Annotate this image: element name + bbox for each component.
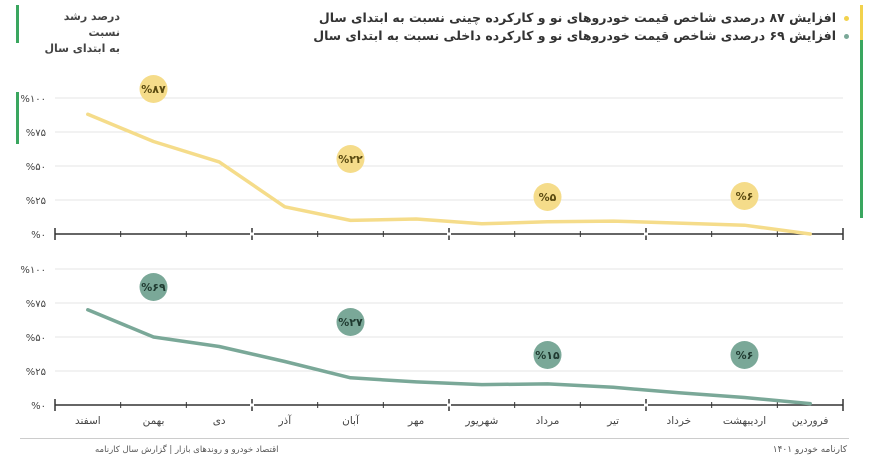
season-gap — [250, 232, 254, 236]
x-tick-label: اسفند — [75, 415, 101, 427]
x-tick-label: آبان — [342, 414, 360, 427]
quarter-badge-label: %۱۵ — [535, 349, 560, 362]
season-gap — [250, 403, 254, 407]
quarter-badge — [139, 273, 168, 301]
y-tick-label: %۷۵ — [26, 299, 46, 310]
footer-brand: کارنامه خودرو ۱۴۰۱ — [772, 445, 847, 455]
y-tick-label: %۵۰ — [26, 162, 46, 173]
x-tick-label: شهریور — [464, 415, 498, 427]
y-axis-legend: درصد رشد نسبت به ابتدای سال — [40, 9, 120, 57]
quarter-badge-label: %۶ — [736, 190, 754, 203]
x-tick-label: آذر — [277, 414, 292, 427]
footer-divider — [20, 438, 849, 439]
y-tick-label: %۷۵ — [26, 128, 46, 139]
right-accent-bar-yellow — [860, 5, 863, 43]
series-line — [86, 112, 812, 236]
legend-item-chinese: افزایش ۸۷ درصدی شاخص قیمت خودروهای نو و … — [313, 9, 849, 27]
series-line — [86, 308, 812, 406]
season-gap — [447, 232, 451, 236]
x-tick-label: فروردین — [792, 415, 829, 427]
season-gap — [644, 232, 648, 236]
left-accent-bar — [16, 5, 19, 43]
y-axis-legend-line2: به ابتدای سال — [44, 42, 120, 55]
x-tick-label: اردیبهشت — [723, 415, 766, 427]
quarter-badge-label: %۶ — [736, 349, 754, 362]
y-tick-label: %۲۵ — [26, 196, 46, 207]
quarter-badge — [533, 341, 562, 369]
x-tick-label: مهر — [407, 415, 424, 427]
quarter-badge-label: %۶۹ — [141, 281, 166, 294]
quarter-badge — [336, 308, 365, 336]
legend-bullet-green — [844, 33, 849, 39]
y-tick-label: %۱۰۰ — [20, 94, 46, 105]
legend-bullet-yellow — [844, 15, 849, 21]
y-axis-legend-line1: درصد رشد نسبت — [63, 10, 120, 39]
quarter-badge — [139, 75, 168, 103]
x-tick-label: بهمن — [143, 415, 165, 427]
footer-source: اقتصاد خودرو و روندهای بازار | گزارش سال… — [95, 445, 279, 455]
season-gap — [447, 403, 451, 407]
quarter-badge-label: %۲۷ — [338, 316, 363, 329]
quarter-badge-label: %۸۷ — [141, 83, 166, 96]
left-accent-bar-lower — [16, 92, 19, 144]
legend-label-chinese: افزایش ۸۷ درصدی شاخص قیمت خودروهای نو و … — [318, 10, 836, 25]
x-tick-label: مرداد — [536, 415, 560, 427]
x-tick-label: خرداد — [667, 415, 692, 427]
y-tick-label: %۱۰۰ — [20, 265, 46, 276]
quarter-badge — [336, 145, 365, 173]
quarter-badge — [730, 182, 759, 210]
y-tick-label: %۲۵ — [26, 367, 46, 378]
legend-label-domestic: افزایش ۶۹ درصدی شاخص قیمت خودروهای نو و … — [313, 28, 836, 43]
y-tick-label: %۰ — [31, 230, 46, 241]
season-gap — [644, 403, 648, 407]
legend-item-domestic: افزایش ۶۹ درصدی شاخص قیمت خودروهای نو و … — [313, 27, 849, 45]
quarter-badge — [533, 183, 562, 211]
x-tick-label: دی — [213, 415, 226, 427]
quarter-badge — [730, 341, 759, 369]
right-accent-bar-green — [860, 40, 863, 218]
y-tick-label: %۰ — [31, 401, 46, 412]
quarter-badge-label: %۲۲ — [338, 153, 363, 166]
x-tick-label: تیر — [606, 415, 619, 427]
y-tick-label: %۵۰ — [26, 333, 46, 344]
chart-legend: افزایش ۸۷ درصدی شاخص قیمت خودروهای نو و … — [313, 9, 849, 45]
quarter-badge-label: %۵ — [539, 191, 557, 204]
